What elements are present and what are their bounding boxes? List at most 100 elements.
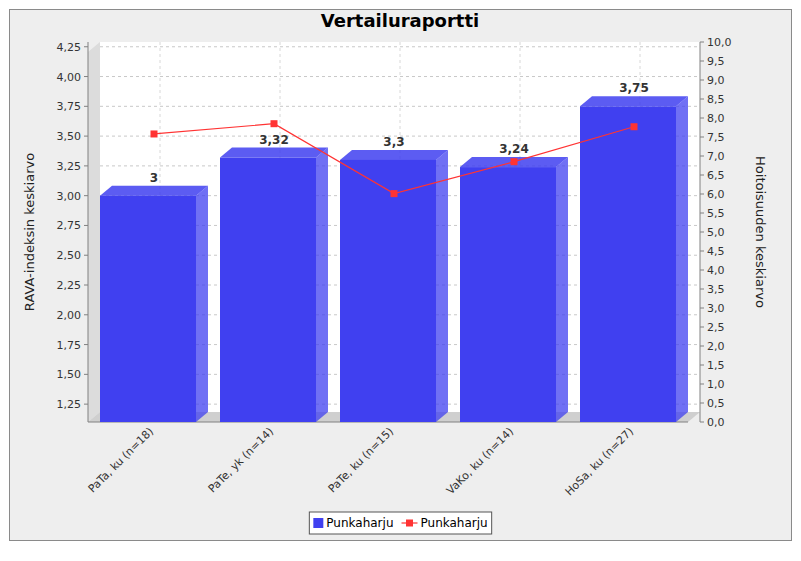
y2-tick-label: 2,5 <box>707 321 725 334</box>
y-tick <box>84 404 88 405</box>
bar-top <box>580 96 688 106</box>
y2-axis-label: Hoitoisuuden keskiarvo <box>753 156 768 308</box>
y2-tick-label: 1,0 <box>707 378 725 391</box>
bar <box>220 158 316 422</box>
y2-tick-label: 6,0 <box>707 188 725 201</box>
y2-tick-label: 5,5 <box>707 207 725 220</box>
y-tick <box>84 285 88 286</box>
y2-tick <box>700 251 704 252</box>
y2-tick-label: 2,0 <box>707 340 725 353</box>
y2-tick-label: 4,0 <box>707 264 725 277</box>
bar <box>100 196 196 422</box>
y2-tick <box>700 403 704 404</box>
line <box>154 124 634 194</box>
bar-side <box>196 186 208 422</box>
y2-tick-label: 7,0 <box>707 150 725 163</box>
chart-title: Vertailuraportti <box>321 10 479 31</box>
y2-tick-label: 3,5 <box>707 283 725 296</box>
y-tick <box>84 76 88 77</box>
y2-tick-label: 3,0 <box>707 302 725 315</box>
legend-box <box>309 512 491 534</box>
y-tick-label: 3,00 <box>57 190 82 203</box>
bar-side <box>676 96 688 422</box>
grid-line-y <box>100 76 700 77</box>
bar-top <box>460 157 568 167</box>
y-tick-label: 3,50 <box>57 130 82 143</box>
bar-group <box>100 186 208 422</box>
y2-tick-label: 4,5 <box>707 245 725 258</box>
y2-tick-label: 8,0 <box>707 112 725 125</box>
bar <box>460 167 556 422</box>
y2-tick <box>700 270 704 271</box>
data-labels: 3 3,32 3,3 3,24 3,75 <box>150 81 649 184</box>
bar-top <box>340 150 448 160</box>
y-tick-label: 2,50 <box>57 249 82 262</box>
y2-tick <box>700 156 704 157</box>
bar-group <box>460 157 568 422</box>
data-label: 3 <box>150 171 158 185</box>
data-label: 3,32 <box>259 133 289 147</box>
y2-tick <box>700 346 704 347</box>
bar-top <box>220 148 328 158</box>
x-tick-label: PaTe, ku (n=15) <box>326 425 397 496</box>
y2-tick-label: 0,5 <box>707 397 725 410</box>
y2-tick <box>700 213 704 214</box>
y2-tick <box>700 232 704 233</box>
y2-tick <box>700 384 704 385</box>
y-tick-label: 4,00 <box>57 71 82 84</box>
grid-line-y <box>100 46 700 47</box>
bar-side <box>316 148 328 422</box>
y-axis-line <box>88 42 89 422</box>
y-tick-label: 1,75 <box>57 339 82 352</box>
data-label: 3,24 <box>499 142 529 156</box>
y2-tick-label: 5,0 <box>707 226 725 239</box>
line-marker <box>391 190 398 197</box>
y-tick <box>84 225 88 226</box>
data-label: 3,75 <box>619 81 649 95</box>
x-tick-label: HoSa, ku (n=27) <box>563 425 637 499</box>
y2-tick-label: 8,5 <box>707 93 725 106</box>
y2-tick-label: 9,0 <box>707 74 725 87</box>
legend-swatch <box>313 518 323 528</box>
y-tick-label: 2,25 <box>57 279 82 292</box>
bar-side <box>436 150 448 422</box>
y-tick <box>84 374 88 375</box>
y-tick-label: 1,50 <box>57 368 82 381</box>
data-label: 3,3 <box>383 135 404 149</box>
y-axis-label: RAVA-indeksin keskiarvo <box>22 153 37 311</box>
x-tick-label: PaTa, ku (n=18) <box>86 425 157 496</box>
y-tick-label: 1,25 <box>57 398 82 411</box>
y2-tick <box>700 365 704 366</box>
y-tick-label: 3,75 <box>57 100 82 113</box>
y-tick-label: 2,00 <box>57 309 82 322</box>
y2-tick <box>700 80 704 81</box>
y2-tick <box>700 308 704 309</box>
y2-tick <box>700 194 704 195</box>
y2-tick <box>700 61 704 62</box>
legend-label: Punkaharju <box>326 516 393 530</box>
y2-tick <box>700 118 704 119</box>
y2-tick-label: 9,5 <box>707 55 725 68</box>
y-tick-label: 2,75 <box>57 219 82 232</box>
chart: Vertailuraportti1,251,501,752,002,252,50… <box>0 0 801 561</box>
y2-tick-label: 7,5 <box>707 131 725 144</box>
y-tick <box>84 106 88 107</box>
line-marker <box>271 120 278 127</box>
bar <box>580 106 676 422</box>
bar <box>340 160 436 422</box>
y2-tick-label: 6,5 <box>707 169 725 182</box>
y-tick <box>84 195 88 196</box>
bar-group <box>340 150 448 422</box>
y-tick <box>84 314 88 315</box>
line-marker <box>511 158 518 165</box>
plot-side-wall <box>88 42 100 422</box>
bar-group <box>580 96 688 422</box>
y-tick <box>84 344 88 345</box>
line-marker <box>631 123 638 130</box>
x-tick-label: VaKo, ku (n=14) <box>444 425 516 497</box>
legend: PunkaharjuPunkaharju <box>309 512 491 534</box>
legend-marker <box>406 520 413 527</box>
bar-top <box>100 186 208 196</box>
y2-tick <box>700 137 704 138</box>
y-tick <box>84 136 88 137</box>
